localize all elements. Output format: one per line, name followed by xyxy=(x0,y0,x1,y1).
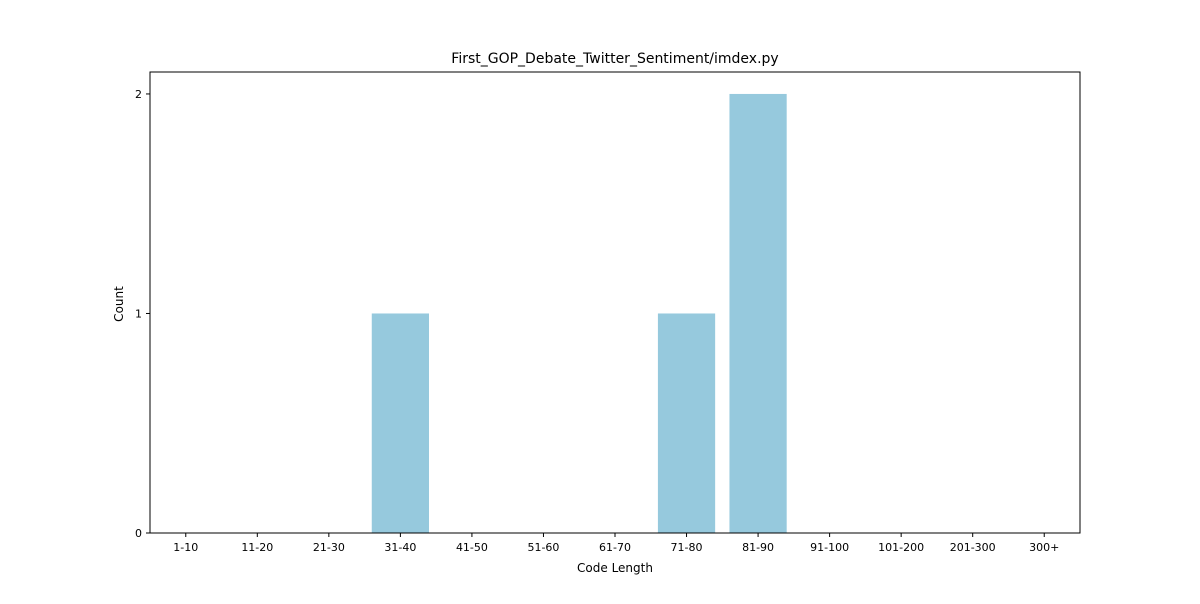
x-tick-label: 201-300 xyxy=(950,541,996,554)
bars-group xyxy=(371,93,787,533)
y-tick-label: 0 xyxy=(135,527,142,540)
x-tick-label: 91-100 xyxy=(810,541,849,554)
x-tick-label: 11-20 xyxy=(241,541,273,554)
x-axis-ticks: 1-10 11-20 21-30 31-40 41-50 51-60 61-70 71-80 8… xyxy=(173,533,1059,554)
x-tick-label: 31-40 xyxy=(384,541,416,554)
x-tick-label: 81-90 xyxy=(742,541,774,554)
x-tick-label: 300+ xyxy=(1029,541,1059,554)
bar-31-40 xyxy=(371,313,429,533)
x-tick-label: 61-70 xyxy=(599,541,631,554)
chart-title: First_GOP_Debate_Twitter_Sentiment/imdex… xyxy=(451,51,778,67)
x-tick-label: 71-80 xyxy=(671,541,703,554)
y-axis-label: Count xyxy=(112,286,126,322)
x-tick-label: 101-200 xyxy=(878,541,924,554)
y-tick-label: 2 xyxy=(135,88,142,101)
x-tick-label: 21-30 xyxy=(313,541,345,554)
y-tick-label: 1 xyxy=(135,307,142,320)
bar-71-80 xyxy=(657,313,716,533)
x-tick-label: 41-50 xyxy=(456,541,488,554)
plot-frame xyxy=(149,71,1081,534)
y-axis-ticks: 0 1 2 xyxy=(135,88,150,540)
bar-81-90 xyxy=(729,93,787,533)
x-axis-label: Code Length xyxy=(577,561,653,575)
x-tick-label: 1-10 xyxy=(173,541,198,554)
x-tick-label: 51-60 xyxy=(527,541,559,554)
